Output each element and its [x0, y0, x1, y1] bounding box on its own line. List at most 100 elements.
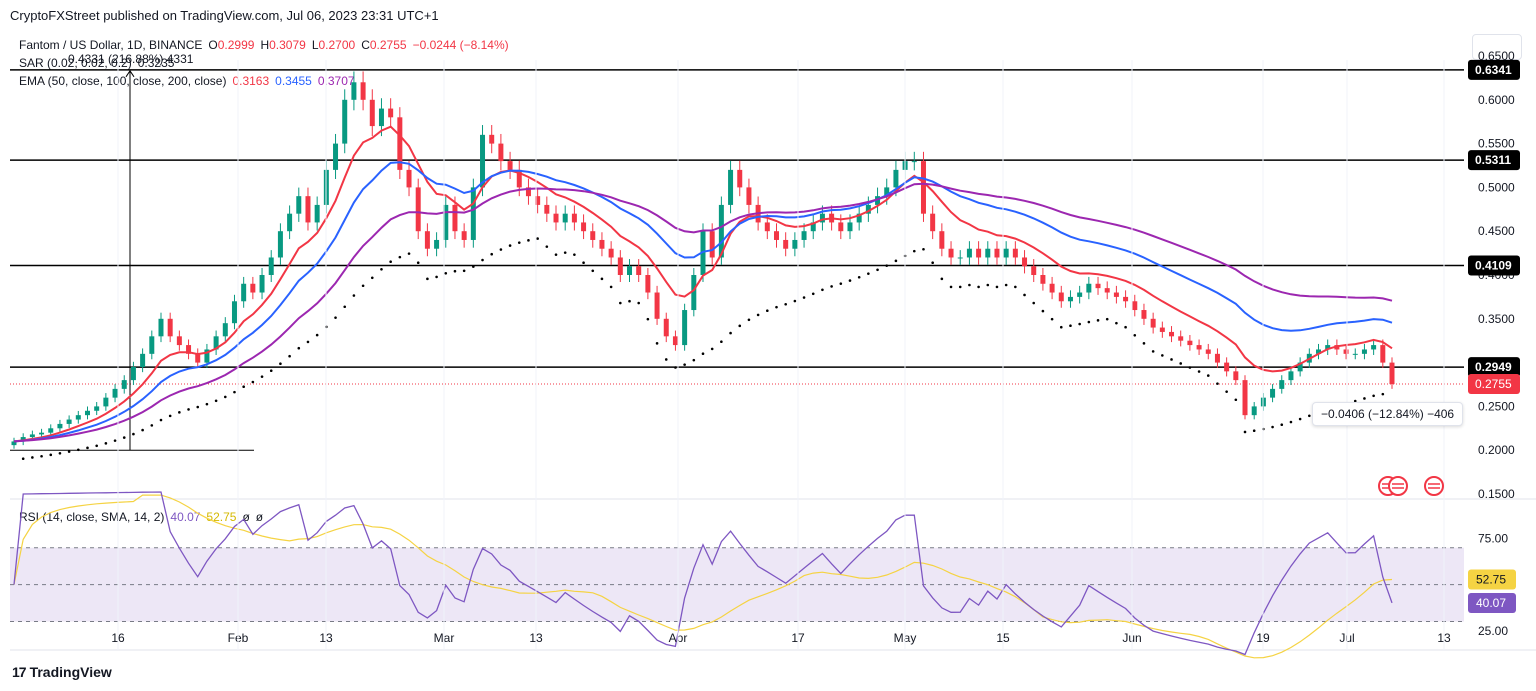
candle-body [957, 257, 963, 259]
sar-dot [159, 418, 163, 422]
sar-dot [1308, 414, 1311, 418]
candle-body [599, 239, 605, 249]
candle-body [158, 318, 164, 337]
range-measure-label: 0.4331 (216.88%) 4331 [68, 52, 194, 66]
high-value: 0.3079 [269, 38, 306, 52]
candle-body [20, 437, 26, 442]
sar-dot [563, 251, 567, 254]
candle-body [1352, 353, 1358, 355]
sar-dot [1032, 301, 1036, 305]
candle-body [360, 82, 366, 100]
sar-dot [674, 366, 677, 369]
price-tick-label: 0.5500 [1478, 137, 1515, 151]
candle-body [1141, 310, 1147, 319]
sar-dot [150, 424, 154, 427]
rsi-last-badge [1468, 569, 1516, 590]
ema200-line [13, 182, 1393, 443]
candle-body [718, 204, 724, 258]
candle-body [443, 204, 449, 240]
sar-dot [1280, 423, 1284, 426]
sar-dot [398, 255, 402, 259]
symbol-legend: Fantom / US Dollar, 1D, BINANCE O0.2999 H0… [19, 38, 515, 52]
sar-dot [1069, 324, 1072, 327]
candle-body [911, 161, 917, 163]
candle-body [333, 143, 339, 170]
candle-body [525, 187, 531, 197]
price-tick-label: 0.4500 [1478, 224, 1515, 238]
candle-body [222, 323, 228, 337]
candle-body [1067, 296, 1073, 302]
rsi-line [13, 491, 1393, 656]
candle-body [930, 213, 936, 232]
sar-dot [591, 269, 595, 273]
sar-dot [848, 279, 852, 282]
sar-dot [444, 272, 448, 275]
sar-dot [426, 277, 429, 281]
sar-dot [315, 333, 319, 337]
candle-body [434, 239, 440, 249]
candle-body [149, 336, 155, 354]
candle-body [1123, 296, 1129, 302]
candle-body [773, 231, 779, 240]
sar-dot [619, 301, 622, 305]
price-scale-box[interactable] [1472, 34, 1522, 60]
candle-body [645, 275, 651, 293]
sar-dot [1271, 425, 1274, 429]
sar-dot [867, 272, 870, 275]
candle-body [737, 169, 743, 188]
close-value: 0.2755 [369, 38, 407, 52]
candle-body [1214, 353, 1220, 363]
candle-body [112, 388, 118, 398]
sar-dot [1115, 321, 1118, 325]
rsi-last-badge [1468, 592, 1516, 613]
sar-dot [1004, 283, 1008, 287]
sar-dot [793, 299, 797, 303]
candle-body [1178, 336, 1184, 341]
sar-dot [977, 285, 980, 289]
candle-body [167, 318, 173, 337]
candle-body [1159, 327, 1165, 332]
candle-body [856, 213, 862, 223]
candle-body [792, 239, 798, 249]
sar-dot [839, 282, 843, 285]
price-level-badge [1468, 59, 1520, 80]
sar-dot [481, 258, 484, 262]
price-tick-label: 0.3500 [1478, 312, 1515, 326]
candle-body [764, 222, 770, 232]
sar-dot [1225, 390, 1228, 393]
candle-body [1371, 345, 1377, 350]
rsi-last-label: 52.75 [1476, 573, 1506, 587]
candle-body [195, 353, 201, 363]
sar-dot [279, 362, 282, 366]
sar-dot [986, 283, 990, 287]
candle-body [544, 204, 550, 214]
sar-dot [766, 309, 769, 313]
candle-body [1343, 349, 1349, 354]
candle-body [277, 231, 283, 258]
sar-dot [1151, 350, 1155, 353]
sar-dot [132, 432, 135, 436]
candle-body [1361, 349, 1367, 354]
sar-dot [1161, 354, 1164, 357]
sar-dot [876, 268, 879, 272]
candle-body [296, 196, 302, 214]
sar-dot [784, 302, 787, 306]
sar-dot [77, 448, 80, 452]
sar-dot [1105, 317, 1109, 321]
sar-dot [260, 375, 264, 378]
sar-dot [637, 301, 640, 305]
candle-body [241, 283, 247, 302]
sar-dot [21, 457, 25, 460]
candle-body [516, 169, 522, 188]
candle-body [810, 222, 816, 232]
sar-dot [472, 265, 475, 268]
brand-name: TradingView [29, 664, 112, 680]
candle-body [268, 257, 274, 275]
sar-dot [1381, 392, 1385, 396]
sar-dot [536, 237, 539, 240]
price-tick-label: 0.2500 [1478, 399, 1515, 413]
sar-dot [729, 331, 732, 335]
candle-body [130, 366, 136, 381]
candle-body [746, 187, 752, 205]
